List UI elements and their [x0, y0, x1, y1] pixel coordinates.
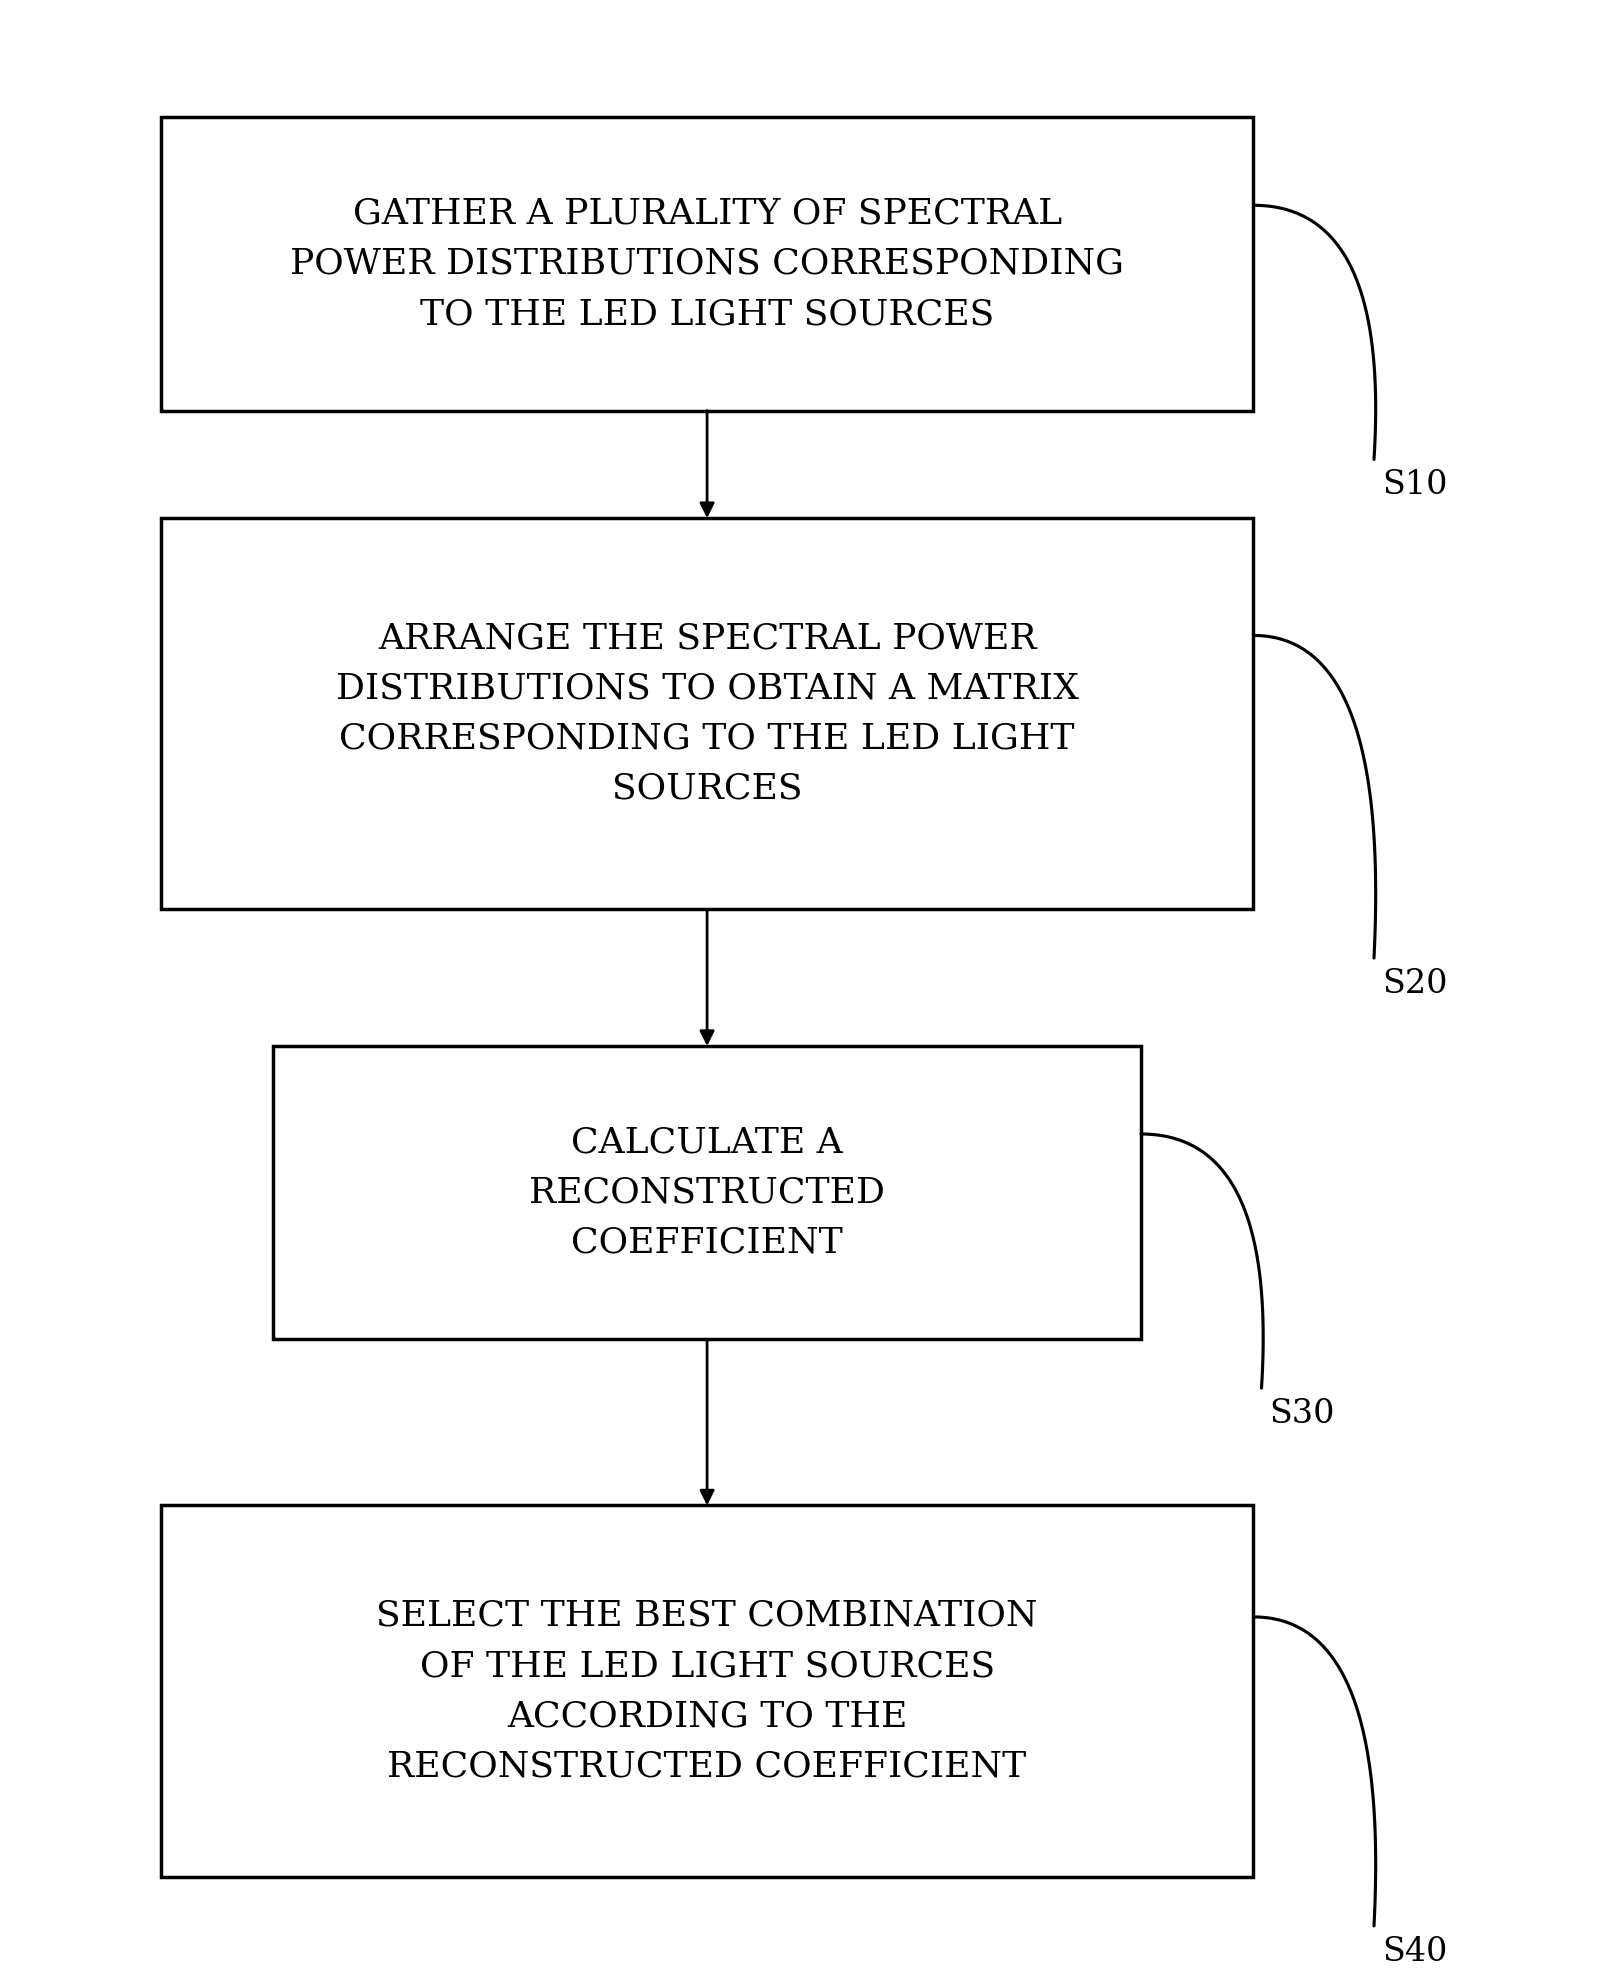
FancyBboxPatch shape: [161, 519, 1253, 909]
FancyBboxPatch shape: [273, 1045, 1141, 1339]
Text: S20: S20: [1382, 968, 1448, 1000]
Text: S40: S40: [1382, 1937, 1448, 1968]
Text: SELECT THE BEST COMBINATION
OF THE LED LIGHT SOURCES
ACCORDING TO THE
RECONSTRUC: SELECT THE BEST COMBINATION OF THE LED L…: [376, 1599, 1038, 1783]
Text: S10: S10: [1382, 469, 1448, 501]
FancyBboxPatch shape: [161, 1505, 1253, 1877]
Text: GATHER A PLURALITY OF SPECTRAL
POWER DISTRIBUTIONS CORRESPONDING
TO THE LED LIGH: GATHER A PLURALITY OF SPECTRAL POWER DIS…: [291, 197, 1123, 331]
Text: CALCULATE A
RECONSTRUCTED
COEFFICIENT: CALCULATE A RECONSTRUCTED COEFFICIENT: [529, 1126, 885, 1260]
Text: S30: S30: [1270, 1398, 1335, 1430]
Text: ARRANGE THE SPECTRAL POWER
DISTRIBUTIONS TO OBTAIN A MATRIX
CORRESPONDING TO THE: ARRANGE THE SPECTRAL POWER DISTRIBUTIONS…: [336, 621, 1078, 807]
FancyBboxPatch shape: [161, 116, 1253, 410]
